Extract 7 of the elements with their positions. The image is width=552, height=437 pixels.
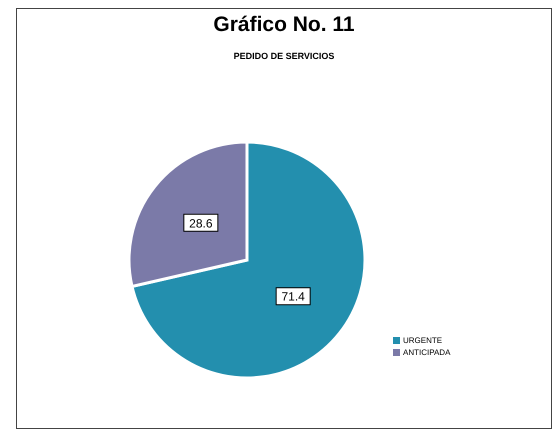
legend-label: URGENTE: [403, 336, 442, 345]
chart-title: Gráfico No. 11: [212, 13, 356, 37]
chart-subtitle: PEDIDO DE SERVICIOS: [232, 51, 336, 61]
pie-slice: [130, 140, 366, 380]
legend-label: ANTICIPADA: [403, 348, 450, 357]
data-label: 71.4: [281, 290, 306, 304]
data-label: 28.6: [189, 216, 213, 230]
